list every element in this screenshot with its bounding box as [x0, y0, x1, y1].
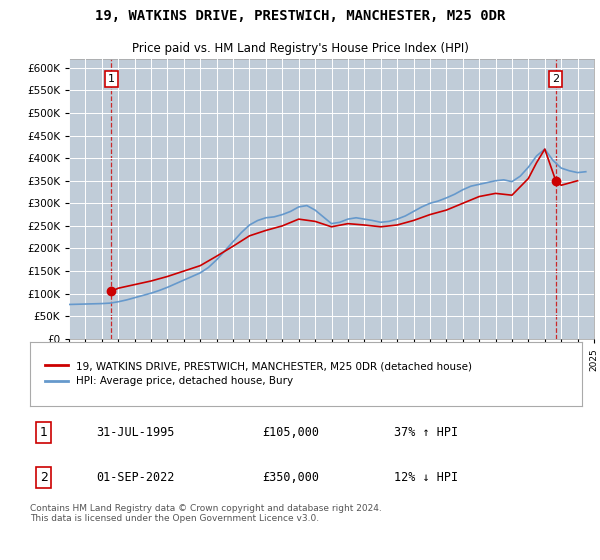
Text: £105,000: £105,000: [262, 426, 319, 439]
Text: 2: 2: [40, 471, 48, 484]
Text: 01-SEP-2022: 01-SEP-2022: [96, 471, 175, 484]
Text: Contains HM Land Registry data © Crown copyright and database right 2024.
This d: Contains HM Land Registry data © Crown c…: [30, 504, 382, 524]
Legend: 19, WATKINS DRIVE, PRESTWICH, MANCHESTER, M25 0DR (detached house), HPI: Average: 19, WATKINS DRIVE, PRESTWICH, MANCHESTER…: [41, 357, 476, 390]
Text: 1: 1: [108, 74, 115, 84]
Text: 1: 1: [40, 426, 48, 439]
Text: Price paid vs. HM Land Registry's House Price Index (HPI): Price paid vs. HM Land Registry's House …: [131, 41, 469, 55]
Text: £350,000: £350,000: [262, 471, 319, 484]
Text: 37% ↑ HPI: 37% ↑ HPI: [394, 426, 458, 439]
Text: 19, WATKINS DRIVE, PRESTWICH, MANCHESTER, M25 0DR: 19, WATKINS DRIVE, PRESTWICH, MANCHESTER…: [95, 10, 505, 24]
Text: 31-JUL-1995: 31-JUL-1995: [96, 426, 175, 439]
Text: 2: 2: [552, 74, 559, 84]
Text: 12% ↓ HPI: 12% ↓ HPI: [394, 471, 458, 484]
